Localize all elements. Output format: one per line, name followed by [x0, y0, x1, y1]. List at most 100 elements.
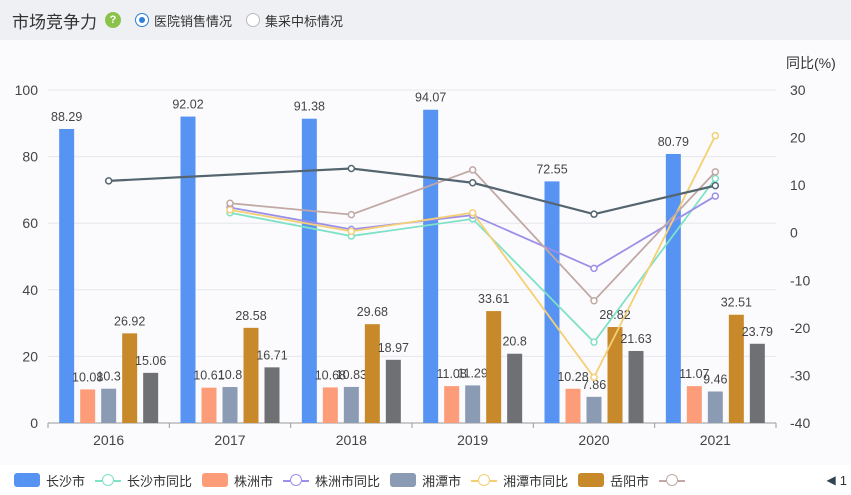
bar-value-label: 11.08: [436, 367, 466, 381]
bar-value-label: 80.79: [658, 135, 689, 149]
line-point: [104, 177, 113, 185]
legend-item[interactable]: 湘潭市: [390, 471, 461, 490]
y-right-tick-label: -10: [790, 272, 810, 288]
legend-item[interactable]: 长沙市同比: [95, 471, 192, 490]
y-right-tick-label: 20: [790, 130, 806, 146]
radio-icon[interactable]: [246, 13, 261, 27]
bar: [59, 128, 75, 423]
y-right-tick-label: 0: [790, 225, 798, 241]
bar-value-label: 23.79: [742, 325, 773, 339]
x-tick-label: 2016: [93, 432, 124, 448]
line-point: [590, 296, 598, 305]
line-point: [226, 206, 234, 214]
line-point: [468, 166, 477, 174]
legend-item[interactable]: 长沙市: [14, 471, 85, 490]
legend-item[interactable]: 湘潭市同比: [471, 471, 568, 490]
legend-bar-swatch: [578, 473, 605, 487]
bar-value-label: 92.02: [172, 98, 203, 112]
line-point: [711, 192, 720, 200]
x-tick-label: 2021: [700, 432, 731, 448]
legend-line-swatch: [471, 473, 498, 487]
y-left-tick-label: 40: [22, 282, 38, 298]
bar-value-label: 10.68: [315, 368, 346, 382]
line-point: [711, 181, 720, 190]
y-left-tick-label: 20: [22, 348, 38, 364]
bar: [686, 386, 702, 423]
line-point: [590, 338, 598, 346]
line-point: [711, 131, 720, 140]
bar-value-label: 91.38: [294, 100, 325, 114]
y-right-tick-label: -30: [790, 367, 810, 383]
legend-line-swatch: [283, 473, 310, 487]
bar-value-label: 16.71: [256, 348, 287, 362]
tab-label: 医院销售情况: [154, 13, 233, 29]
bar-value-label: 11.07: [679, 367, 709, 381]
bar-value-label: 32.51: [721, 296, 752, 310]
bar: [385, 359, 401, 423]
bar-value-label: 72.55: [536, 162, 567, 176]
radio-icon[interactable]: [135, 13, 149, 27]
line-point: [590, 210, 598, 218]
bar: [728, 314, 744, 423]
line-point: [711, 174, 720, 183]
legend: 长沙市 长沙市同比 株洲市 株洲市同比 湘潭市 湘潭市同比 岳阳市 ◀ 1: [0, 465, 851, 495]
tab-procurement[interactable]: 集采中标情况: [246, 11, 343, 30]
bar-value-label: 10.8: [218, 368, 242, 382]
bar: [565, 388, 581, 423]
x-tick-label: 2018: [336, 432, 367, 448]
legend-item[interactable]: 岳阳市: [578, 471, 649, 490]
line-point: [347, 164, 356, 173]
bar: [222, 387, 238, 423]
legend-bar-swatch: [390, 473, 417, 487]
bar-value-label: 21.63: [620, 332, 651, 346]
bar: [101, 388, 117, 423]
bar-value-label: 29.68: [357, 305, 388, 319]
bar: [707, 391, 723, 423]
bar: [143, 372, 159, 423]
x-tick-label: 2017: [214, 432, 245, 448]
bar: [486, 311, 502, 423]
bar-value-label: 9.46: [703, 372, 727, 386]
line-point: [347, 227, 356, 236]
legend-label: 湘潭市同比: [503, 473, 569, 489]
bar: [586, 396, 602, 423]
bar-value-label: 94.07: [415, 91, 446, 105]
bar-value-label: 7.86: [582, 378, 606, 392]
bar: [628, 350, 644, 423]
x-tick-label: 2019: [457, 432, 488, 448]
bar-value-label: 88.29: [51, 110, 82, 124]
bar: [507, 353, 523, 423]
legend-bar-swatch: [14, 473, 40, 487]
bar: [80, 389, 96, 423]
line-point: [468, 208, 477, 217]
legend-page-number: 1: [839, 472, 847, 488]
bar-value-label: 18.97: [378, 341, 409, 355]
bar-value-label: 33.61: [478, 292, 509, 306]
chevron-left-icon[interactable]: ◀: [826, 473, 836, 487]
page-title: 市场竞争力: [12, 12, 97, 32]
bar-value-label: 20.8: [502, 335, 526, 349]
bar-value-label: 10.28: [557, 370, 588, 384]
legend-item[interactable]: 株洲市: [202, 471, 273, 490]
legend-item[interactable]: 株洲市同比: [283, 471, 380, 490]
bar: [301, 118, 317, 424]
help-icon[interactable]: ?: [105, 12, 121, 28]
bar: [544, 181, 560, 423]
combo-chart: 0 20 40 60 80 100 -40 -30 -20 -10 0 10 20 30 同比(%) 2016…: [15, 55, 836, 448]
bar-value-label: 26.92: [114, 314, 145, 328]
bar-value-label: 15.06: [135, 354, 166, 368]
x-tick-label: 2020: [578, 432, 609, 448]
y-left-tick-label: 0: [30, 415, 38, 431]
bar-value-label: 11.29: [457, 366, 487, 380]
legend-item[interactable]: [659, 473, 691, 487]
y-right-tick-label: 10: [790, 177, 806, 193]
tab-hospital-sales[interactable]: 医院销售情况: [135, 11, 232, 30]
chart-area: 0 20 40 60 80 100 -40 -30 -20 -10 0 10 20 30 同比(%) 2016…: [0, 40, 851, 495]
legend-label: 长沙市同比: [127, 473, 193, 489]
bar: [423, 109, 439, 424]
bar: [749, 343, 765, 423]
bar-value-label: 10.61: [193, 369, 224, 383]
y-left-tick-label: 80: [22, 149, 38, 165]
tab-label: 集采中标情况: [265, 13, 344, 29]
line-point: [590, 373, 598, 382]
